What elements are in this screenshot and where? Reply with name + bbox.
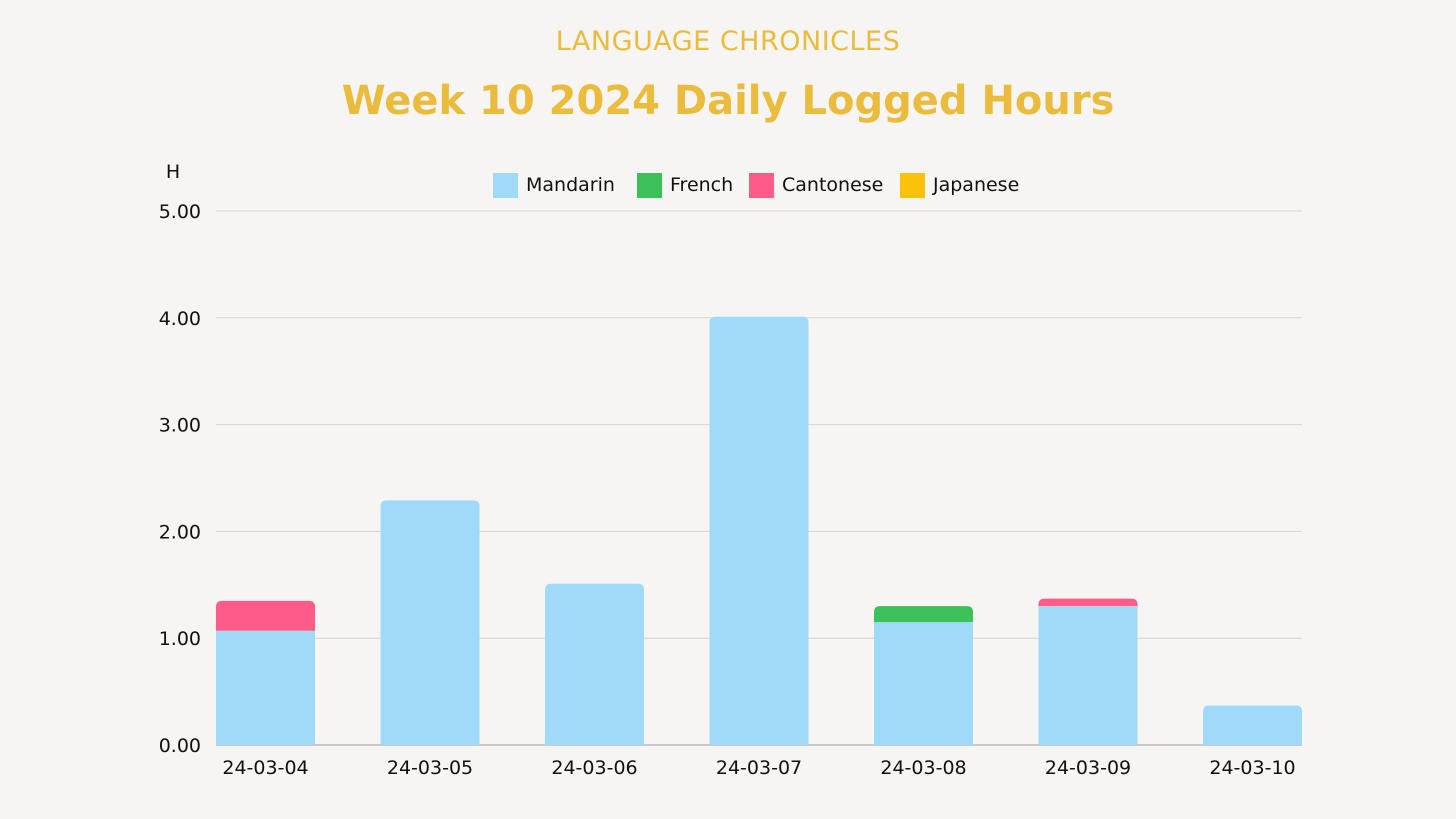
y-tick-label: 4.00: [159, 308, 201, 330]
x-tick-label: 24-03-07: [716, 757, 802, 779]
legend-swatch: [493, 173, 518, 198]
legend-swatch: [749, 173, 774, 198]
y-tick-label: 3.00: [159, 415, 201, 437]
x-tick-label: 24-03-10: [1209, 757, 1295, 779]
bar-mandarin: [709, 316, 809, 745]
bar-mandarin: [1203, 705, 1302, 745]
y-tick-label: 1.00: [159, 628, 201, 650]
bar-cantonese: [1038, 598, 1138, 607]
legend-label: Cantonese: [782, 174, 883, 196]
legend-label: French: [670, 174, 733, 196]
y-tick-label: 2.00: [159, 521, 201, 543]
bar-french: [874, 606, 973, 623]
x-axis-ticks: 24-03-04 24-03-05 24-03-06 24-03-07 24-03-08…: [222, 757, 1295, 779]
chart-title: Week 10 2024 Daily Logged Hours: [341, 78, 1115, 124]
x-tick-label: 24-03-06: [551, 757, 637, 779]
bars: [216, 316, 1302, 745]
legend-swatch: [900, 173, 925, 198]
bar-mandarin: [216, 630, 315, 745]
brand-title: LANGUAGE CHRONICLES: [555, 26, 901, 57]
x-tick-label: 24-03-08: [880, 757, 966, 779]
y-tick-label: 5.00: [159, 201, 201, 223]
legend-swatch: [637, 173, 662, 198]
bar-mandarin: [545, 583, 644, 745]
legend-label: Mandarin: [526, 174, 615, 196]
y-tick-label: 0.00: [159, 735, 201, 757]
bar-cantonese: [216, 600, 315, 631]
bar-mandarin: [874, 622, 973, 745]
legend-label: Japanese: [932, 174, 1019, 196]
bar-mandarin: [380, 500, 480, 745]
x-tick-label: 24-03-04: [222, 757, 308, 779]
legend: Mandarin French Cantonese Japanese: [493, 173, 1019, 198]
bar-mandarin: [1038, 606, 1138, 745]
x-tick-label: 24-03-09: [1045, 757, 1131, 779]
y-axis-label: H: [166, 161, 180, 183]
x-tick-label: 24-03-05: [387, 757, 473, 779]
y-axis-ticks: 0.00 1.00 2.00 3.00 4.00 5.00: [159, 201, 201, 757]
